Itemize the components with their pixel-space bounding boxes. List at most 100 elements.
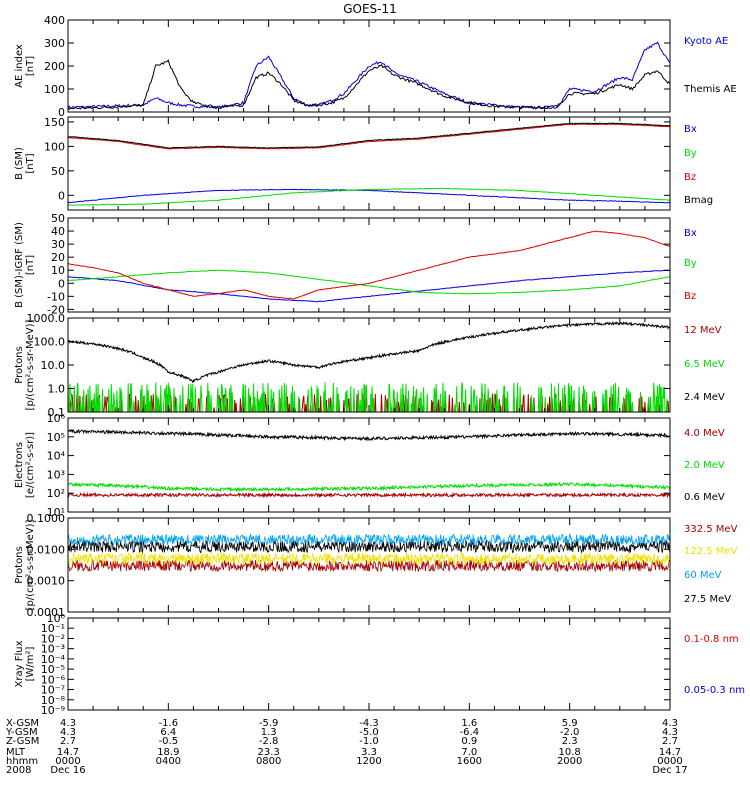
y-tick-label: 300 bbox=[44, 37, 65, 50]
legend-entry: 12 MeV bbox=[684, 325, 722, 336]
footer-cell: -2.0 bbox=[560, 727, 580, 738]
footer-cell: 2000 bbox=[557, 756, 582, 767]
footer-row-label: hhmm bbox=[6, 756, 38, 767]
footer-ephemeris-table: X-GSMY-GSMZ-GSMMLThhmm20084.34.32.714.70… bbox=[5, 718, 688, 776]
footer-cell: 2.7 bbox=[662, 736, 678, 747]
panel-6: 0.0001 0.0010 0.0100 0.1000Protons[p/(cm²-s… bbox=[14, 512, 738, 619]
footer-cell: Dec 16 bbox=[50, 765, 85, 776]
footer-cell: -5.9 bbox=[259, 718, 279, 729]
footer-cell: Dec 17 bbox=[652, 765, 687, 776]
y-tick-label: 200 bbox=[44, 60, 65, 73]
footer-cell: -1.6 bbox=[159, 718, 179, 729]
legend-entry: 332.5 MeV bbox=[684, 524, 738, 535]
series-group bbox=[68, 320, 670, 412]
footer-row-label: X-GSM bbox=[6, 718, 39, 729]
footer-cell: 4.3 bbox=[662, 727, 678, 738]
legend-entry: 4.0 MeV bbox=[684, 428, 725, 439]
legend-entry: 27.5 MeV bbox=[684, 594, 731, 605]
y-tick-label: 10⁻⁵ bbox=[41, 663, 65, 676]
y-tick-label: 0 bbox=[58, 277, 65, 290]
footer-cell: -2.8 bbox=[259, 736, 279, 747]
y-axis-label: Xray Flux[W/m²] bbox=[14, 640, 36, 687]
plot-title: GOES-11 bbox=[343, 2, 397, 16]
y-axis-label: Electrons[e/(cm²-s-sr)] bbox=[14, 432, 36, 498]
footer-cell: 0.9 bbox=[461, 736, 477, 747]
panel-5: 10¹ 10² 10³ 10⁴ 10⁵ 10⁶ Electrons[e/(cm²-s-sr)… bbox=[14, 412, 725, 519]
y-tick-label: 100 bbox=[44, 140, 65, 153]
y-tick-label: 100 bbox=[44, 83, 65, 96]
legend-entry: By bbox=[684, 148, 697, 159]
series-line-4-0-mev bbox=[68, 491, 670, 499]
y-tick-label: 150 bbox=[44, 116, 65, 129]
y-tick-label: 10⁴ bbox=[47, 450, 66, 463]
y-tick-label: 0.0100 bbox=[27, 543, 66, 556]
legend-entry: Themis AE bbox=[683, 84, 737, 95]
legend-entry: Bz bbox=[684, 172, 696, 183]
series-line-2-0-mev bbox=[68, 481, 670, 493]
legend-entry: Bmag bbox=[684, 195, 713, 206]
y-tick-label: 10⁻⁷ bbox=[41, 684, 65, 697]
y-tick-label: 10⁻⁹ bbox=[41, 704, 65, 717]
footer-cell: 5.9 bbox=[562, 718, 578, 729]
y-tick-label: 0 bbox=[58, 189, 65, 202]
y-tick-label: 50 bbox=[51, 212, 65, 225]
y-axis-label: Protons[p/(cm²-s-sr-MeV)] bbox=[14, 519, 36, 610]
legend-entry: 6.5 MeV bbox=[684, 359, 725, 370]
y-axis-label: B (SM)[nT] bbox=[14, 147, 36, 180]
y-tick-label: 0.0001 bbox=[27, 606, 66, 619]
y-tick-label: 0 bbox=[58, 106, 65, 119]
series-group bbox=[68, 41, 670, 111]
series-line-6-5-mev bbox=[68, 382, 670, 412]
y-tick-label: 10.0 bbox=[41, 359, 66, 372]
y-tick-label: 40 bbox=[51, 225, 65, 238]
footer-cell: 14.7 bbox=[659, 747, 681, 758]
series-line-332-5-mev bbox=[68, 559, 670, 573]
panel-frame bbox=[67, 617, 671, 711]
y-tick-label: 10⁻¹ bbox=[41, 622, 65, 635]
y-tick-label: 0.1 bbox=[48, 406, 66, 419]
series-group bbox=[68, 230, 670, 303]
footer-cell: 18.9 bbox=[157, 747, 179, 758]
footer-cell: 7.0 bbox=[461, 747, 477, 758]
series-line-122-5-mev bbox=[68, 551, 670, 566]
legend-entry: 0.6 MeV bbox=[684, 492, 725, 503]
legend-entry: 122.5 MeV bbox=[684, 546, 738, 557]
series-line-2-4-mev bbox=[68, 320, 670, 384]
y-tick-label: -10 bbox=[47, 290, 65, 303]
y-axis-label: AE index[nT] bbox=[14, 44, 36, 88]
y-tick-label: 10⁶ bbox=[47, 412, 66, 425]
legend-entry: 0.1-0.8 nm bbox=[684, 634, 739, 645]
y-tick-label: 10⁵ bbox=[47, 431, 65, 444]
legend-entry: By bbox=[684, 258, 697, 269]
y-tick-label: 10⁰ bbox=[47, 612, 66, 625]
series-line-27-5-mev bbox=[68, 539, 670, 554]
y-tick-label: 0.0010 bbox=[27, 575, 66, 588]
panel-1: 0 100 200 300 400 AE index[nT] Kyoto AE Themis … bbox=[14, 14, 737, 119]
legend-entry: Bx bbox=[684, 228, 697, 239]
series-line-60-mev bbox=[68, 532, 670, 547]
y-tick-label: 50 bbox=[51, 165, 65, 178]
y-tick-label: 10⁻³ bbox=[41, 643, 65, 656]
footer-cell: -0.5 bbox=[159, 736, 179, 747]
legend-entry: 2.0 MeV bbox=[684, 460, 725, 471]
footer-cell: 3.3 bbox=[361, 747, 377, 758]
series-line-bx bbox=[68, 188, 670, 204]
footer-cell: 1600 bbox=[457, 756, 482, 767]
footer-cell: -1.0 bbox=[359, 736, 379, 747]
footer-row-label: MLT bbox=[6, 747, 26, 758]
footer-cell: 0000 bbox=[657, 756, 682, 767]
footer-cell: 14.7 bbox=[57, 747, 79, 758]
panel-frame bbox=[67, 116, 671, 211]
panel-frame bbox=[67, 217, 671, 313]
footer-cell: 6.4 bbox=[160, 727, 176, 738]
footer-cell: 2.3 bbox=[562, 736, 578, 747]
footer-cell: -5.0 bbox=[359, 727, 379, 738]
footer-cell: 4.3 bbox=[60, 727, 76, 738]
series-group bbox=[68, 122, 670, 206]
y-tick-label: 10³ bbox=[47, 468, 65, 481]
footer-cell: -6.4 bbox=[460, 727, 480, 738]
legend-entry: 60 MeV bbox=[684, 570, 722, 581]
